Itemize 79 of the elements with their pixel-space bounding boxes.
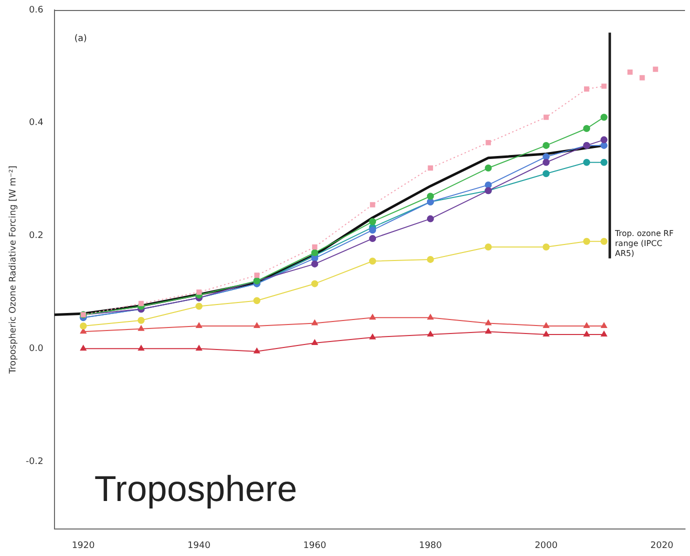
point — [254, 348, 260, 354]
point — [426, 256, 434, 263]
x-tick-label: 2020 — [650, 540, 674, 551]
point — [543, 322, 550, 328]
point — [427, 331, 434, 336]
x-tick-label: 1940 — [188, 540, 211, 551]
point — [486, 140, 491, 146]
y-axis-title: Tropospheric Ozone Radiative Forcing [W m⁻²] — [8, 166, 19, 375]
point — [583, 238, 590, 245]
point — [138, 316, 145, 324]
point — [311, 280, 318, 288]
point — [369, 235, 376, 242]
x-tick-label: 2000 — [534, 540, 558, 551]
point — [196, 290, 202, 295]
point — [600, 114, 608, 121]
point — [254, 272, 260, 278]
y-tick-label: 0.2 — [29, 231, 44, 242]
point — [600, 158, 608, 166]
point — [80, 322, 87, 330]
point — [311, 249, 318, 256]
point — [196, 302, 203, 310]
point — [543, 331, 550, 336]
point — [369, 258, 376, 265]
point — [600, 142, 608, 149]
point — [253, 297, 260, 304]
point — [584, 331, 590, 336]
point — [312, 339, 318, 345]
point — [138, 325, 144, 331]
point — [428, 165, 434, 171]
y-tick-label: 0.4 — [29, 118, 44, 128]
point — [369, 218, 376, 226]
point — [600, 331, 608, 336]
y-tick-label: 0.0 — [29, 344, 44, 354]
point — [600, 136, 608, 144]
point — [80, 345, 86, 351]
point — [542, 158, 550, 166]
point — [369, 226, 376, 234]
point — [370, 202, 376, 208]
point — [196, 345, 202, 351]
point — [196, 322, 202, 328]
point — [640, 75, 645, 80]
annotation: Troposphere — [94, 468, 298, 510]
point — [312, 320, 318, 326]
point — [627, 69, 633, 75]
point — [369, 314, 376, 320]
x-tick-label: 1980 — [418, 540, 442, 551]
point — [485, 328, 492, 334]
annotation: (a) — [74, 34, 87, 44]
point — [583, 158, 590, 166]
point — [542, 153, 550, 160]
y-tick-label: -0.2 — [26, 456, 44, 467]
point — [542, 142, 550, 149]
point — [484, 181, 492, 188]
point — [652, 66, 658, 72]
point — [426, 215, 434, 222]
point — [484, 244, 492, 251]
point — [542, 244, 550, 251]
point — [312, 244, 318, 250]
y-tick-label: 0.6 — [29, 5, 44, 16]
point — [600, 322, 608, 328]
point — [542, 170, 550, 178]
point — [311, 260, 318, 268]
point — [584, 322, 590, 328]
point — [369, 334, 376, 340]
point — [138, 345, 144, 351]
x-tick-label: 1960 — [303, 540, 326, 551]
point — [426, 192, 434, 200]
annotation: Trop. ozone RF range (IPCC AR5) — [614, 229, 674, 258]
point — [544, 114, 549, 120]
point — [600, 238, 608, 245]
point — [584, 86, 590, 92]
point — [254, 322, 260, 328]
point — [138, 300, 144, 306]
x-tick-label: 1920 — [72, 540, 96, 551]
point — [583, 125, 590, 132]
point — [484, 164, 492, 172]
point — [601, 84, 607, 89]
point — [485, 320, 492, 326]
point — [427, 314, 434, 320]
